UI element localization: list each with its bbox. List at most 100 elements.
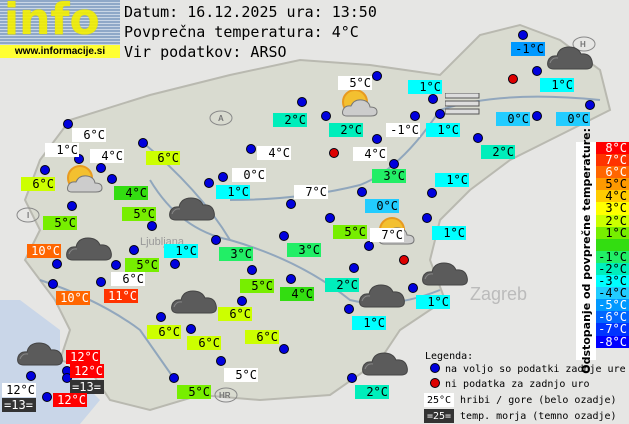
station-temperature-label: 5°C: [224, 368, 258, 382]
station-dot-missing[interactable]: [399, 255, 409, 265]
deviation-color-scale: 8°C 7°C 6°C 5°C 4°C 3°C 2°C 1°C -1°C -2°C -3°C -4°C…: [596, 142, 629, 348]
station-dot-available[interactable]: [473, 133, 483, 143]
station-dot-available[interactable]: [349, 263, 359, 273]
station-dot-available[interactable]: [427, 188, 437, 198]
station-dot-available[interactable]: [279, 344, 289, 354]
station-temperature-label: 1°C: [45, 143, 79, 157]
station-dot-available[interactable]: [211, 235, 221, 245]
station-dot-available[interactable]: [138, 138, 148, 148]
station-dot-available[interactable]: [372, 134, 382, 144]
station-dot-available[interactable]: [518, 30, 528, 40]
station-dot-available[interactable]: [107, 174, 117, 184]
scale-step: -2°C: [596, 263, 629, 276]
scale-title: Odstopanje od povprečne temperature:: [576, 128, 596, 374]
station-dot-available[interactable]: [410, 111, 420, 121]
scale-step: -6°C: [596, 311, 629, 324]
station-dot-available[interactable]: [186, 324, 196, 334]
station-dot-available[interactable]: [96, 277, 106, 287]
station-dot-available[interactable]: [111, 260, 121, 270]
station-dot-available[interactable]: [237, 296, 247, 306]
scale-step: -3°C: [596, 275, 629, 288]
station-temperature-label: 2°C: [481, 145, 515, 159]
cloud-icon: [169, 197, 215, 221]
station-temperature-label: =13=: [2, 398, 36, 412]
station-temperature-label: 12°C: [70, 364, 104, 378]
station-temperature-label: =13=: [70, 380, 104, 394]
station-temperature-label: 1°C: [164, 244, 198, 258]
data-source-line: Vir podatkov: ARSO: [124, 43, 287, 61]
cloud-icon: [66, 237, 112, 261]
station-dot-available[interactable]: [204, 178, 214, 188]
average-temperature-line: Povprečna temperatura: 4°C: [124, 23, 359, 41]
scale-step: -8°C: [596, 335, 629, 348]
station-dot-available[interactable]: [40, 165, 50, 175]
badge-italy: I: [27, 211, 29, 220]
station-dot-available[interactable]: [357, 187, 367, 197]
station-dot-available[interactable]: [372, 71, 382, 81]
station-dot-available[interactable]: [63, 119, 73, 129]
station-dot-available[interactable]: [26, 371, 36, 381]
station-dot-available[interactable]: [321, 111, 331, 121]
station-dot-available[interactable]: [169, 373, 179, 383]
station-dot-available[interactable]: [389, 159, 399, 169]
station-dot-available[interactable]: [435, 109, 445, 119]
scale-step: 4°C: [596, 190, 629, 203]
station-dot-available[interactable]: [344, 304, 354, 314]
station-dot-available[interactable]: [218, 172, 228, 182]
station-temperature-label: 5°C: [240, 279, 274, 293]
station-dot-available[interactable]: [532, 66, 542, 76]
station-dot-available[interactable]: [48, 279, 58, 289]
station-dot-missing[interactable]: [508, 74, 518, 84]
station-dot-available[interactable]: [325, 213, 335, 223]
station-temperature-label: 10°C: [56, 291, 90, 305]
station-temperature-label: 7°C: [370, 228, 404, 242]
station-dot-available[interactable]: [147, 221, 157, 231]
station-dot-available[interactable]: [286, 199, 296, 209]
station-temperature-label: 4°C: [90, 149, 124, 163]
station-dot-available[interactable]: [297, 97, 307, 107]
station-dot-available[interactable]: [156, 312, 166, 322]
station-dot-available[interactable]: [42, 392, 52, 402]
logo-word: info: [4, 0, 100, 45]
station-dot-available[interactable]: [279, 231, 289, 241]
station-temperature-label: 1°C: [408, 80, 442, 94]
scale-step: 1°C: [596, 227, 629, 239]
station-temperature-label: 0°C: [496, 112, 530, 126]
station-dot-available[interactable]: [347, 373, 357, 383]
station-dot-available[interactable]: [52, 259, 62, 269]
station-temperature-label: 7°C: [294, 185, 328, 199]
station-temperature-label: 6°C: [72, 128, 106, 142]
station-dot-available[interactable]: [170, 259, 180, 269]
station-temperature-label: 6°C: [245, 330, 279, 344]
station-dot-available[interactable]: [422, 213, 432, 223]
station-dot-available[interactable]: [129, 245, 139, 255]
station-temperature-label: 12°C: [53, 393, 87, 407]
scale-step: 7°C: [596, 154, 629, 167]
station-dot-available[interactable]: [585, 100, 595, 110]
station-dot-available[interactable]: [428, 94, 438, 104]
station-dot-available[interactable]: [67, 201, 77, 211]
station-dot-available[interactable]: [74, 154, 84, 164]
station-dot-available[interactable]: [247, 265, 257, 275]
station-dot-available[interactable]: [532, 111, 542, 121]
station-dot-available[interactable]: [62, 373, 72, 383]
station-dot-available[interactable]: [246, 144, 256, 154]
station-dot-available[interactable]: [216, 356, 226, 366]
station-temperature-label: 12°C: [66, 350, 100, 364]
logo-url-link[interactable]: www.informacije.si: [0, 45, 120, 58]
station-dot-available[interactable]: [286, 274, 296, 284]
cloud-icon: [422, 262, 468, 286]
station-temperature-label: 6°C: [111, 272, 145, 286]
station-temperature-label: 5°C: [122, 207, 156, 221]
logo[interactable]: info: [0, 0, 120, 45]
station-temperature-label: 1°C: [352, 316, 386, 330]
scale-step: -1°C: [596, 251, 629, 263]
station-dot-available[interactable]: [408, 283, 418, 293]
station-dot-missing[interactable]: [329, 148, 339, 158]
station-temperature-label: 3°C: [372, 169, 406, 183]
station-dot-available[interactable]: [364, 241, 374, 251]
station-dot-available[interactable]: [96, 163, 106, 173]
station-temperature-label: 3°C: [219, 247, 253, 261]
scale-step: 5°C: [596, 178, 629, 191]
station-temperature-label: 10°C: [27, 244, 61, 258]
